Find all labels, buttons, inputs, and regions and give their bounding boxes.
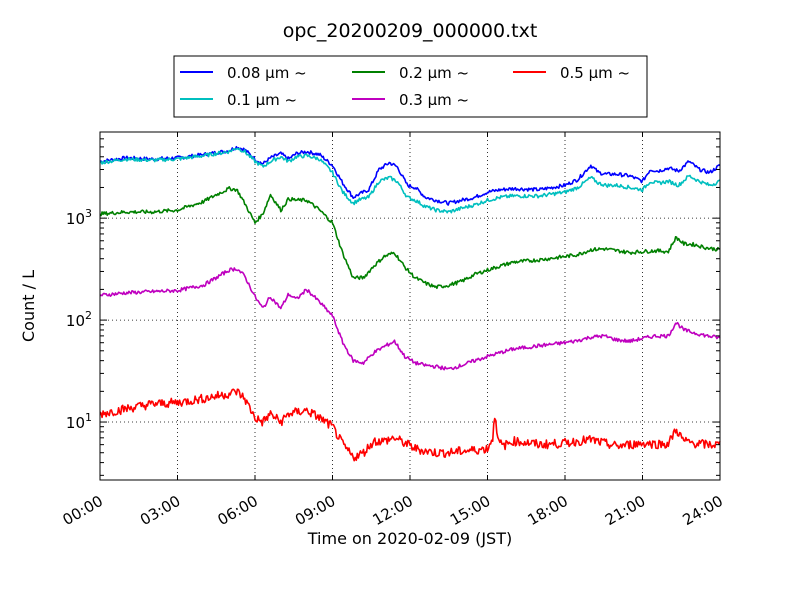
series-line-2 (99, 147, 721, 214)
x-axis-label: Time on 2020-02-09 (JST) (307, 529, 512, 548)
series-group (99, 145, 721, 462)
legend-label-1: 0.08 μm ~ (227, 64, 307, 82)
y-tick-label: 101 (66, 411, 92, 432)
legend-box (173, 55, 648, 118)
series-line-5 (99, 388, 721, 462)
series-line-3 (99, 186, 721, 290)
legend-label-3: 0.2 μm ~ (399, 64, 469, 82)
y-tick-label: 103 (66, 207, 92, 228)
grid (100, 132, 720, 480)
legend-label-5: 0.5 μm ~ (560, 64, 630, 82)
series-line-4 (99, 267, 721, 371)
legend-label-4: 0.3 μm ~ (399, 91, 469, 109)
legend-label-2: 0.1 μm ~ (227, 91, 297, 109)
y-tick-label: 102 (66, 309, 92, 330)
legend: 0.08 μm ~ 0.1 μm ~ 0.2 μm ~ 0.3 μm ~ 0.5 μm … (173, 55, 648, 118)
y-axis-label: Count / L (19, 270, 38, 342)
chart-title: opc_20200209_000000.txt (283, 20, 538, 42)
